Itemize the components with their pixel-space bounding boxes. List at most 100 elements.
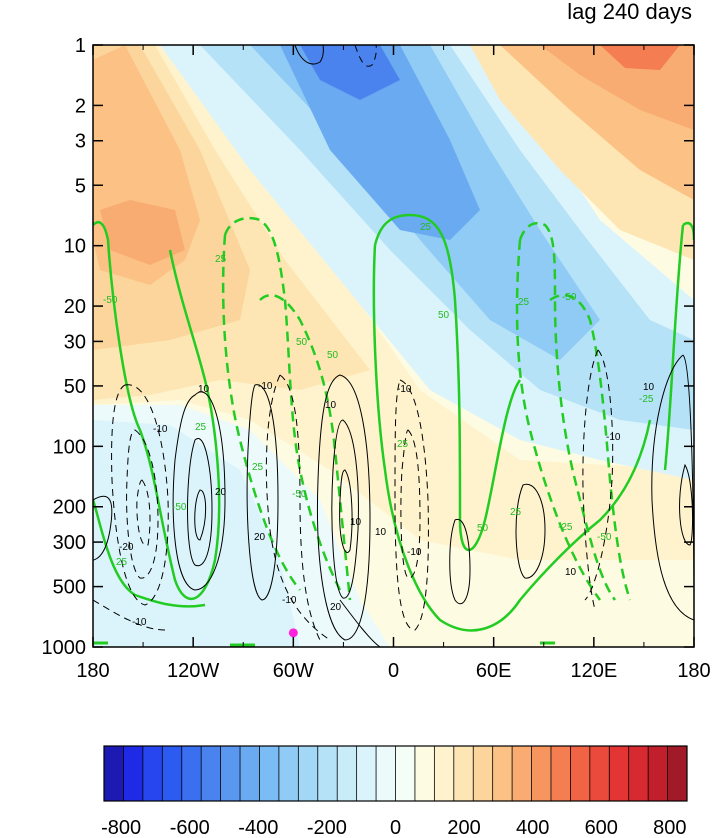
colorbar-swatch [123,746,144,801]
x-tick-label: 60W [273,660,314,682]
colorbar-labels: -800 -600 -400 -200 0 200 400 600 800 [101,817,686,838]
cool-band-4 [280,45,480,240]
contour-label: -10 [282,595,297,606]
black-solid-top-contour [294,45,324,65]
colorbar-swatch [395,746,416,801]
contour-label: 10 [643,382,655,393]
contour-label: 25 [252,462,264,473]
contour-label: 25 [215,254,227,265]
reference-marker [288,628,298,638]
x-tick-label: 120E [570,660,617,682]
colorbar-swatch [667,746,688,801]
y-tick-label: 100 [53,436,86,458]
colorbar-swatch [473,746,493,801]
colorbar-label: -200 [307,817,347,838]
y-tick-label: 200 [53,497,86,519]
colorbar-swatch [609,746,629,801]
contour-label: 25 [510,507,522,518]
contour-label: -10 [407,547,422,558]
y-tick-label: 3 [75,131,86,153]
colorbar-swatch [201,746,221,801]
colorbar-label: -600 [170,817,210,838]
contour-label: 20 [254,532,266,543]
contour-label: 50 [438,310,450,321]
warm-region-upper-left [93,45,694,560]
colorbar-swatch [570,746,591,801]
x-axis: 180 120W 60W 0 60E 120E 180 [76,45,711,682]
colorbar-swatch [162,746,183,801]
y-tick-label: 20 [64,296,86,318]
green-solid-contours [93,213,694,632]
colorbar-label: -800 [101,817,141,838]
colorbar-label: 0 [390,817,401,838]
x-tick-label: 120W [167,660,219,682]
contour-label: 20 [215,487,227,498]
contour-label: 25 [518,297,530,308]
y-axis: 1 2 3 5 10 20 30 50 100 200 300 500 1000 [42,35,694,659]
colorbar-swatch [142,746,163,801]
black-dashed-contours [93,45,614,641]
contour-label: -10 [258,381,273,392]
x-tick-label: 60E [476,660,512,682]
warm-region-upper-right-4 [600,45,680,70]
colorbar-swatch [220,746,241,801]
colorbar-swatch [337,746,357,801]
contour-label: 10 [350,517,362,528]
colorbar-label: 800 [653,817,686,838]
colorbar-swatch [589,746,610,801]
colorbar-swatch [414,746,435,801]
colorbar-swatch [531,746,552,801]
colorbar-swatch [181,746,202,801]
contour-label: -10 [397,384,412,395]
colorbar-swatch [434,746,455,801]
contour-label: 25 [397,439,409,450]
contour-label: -20 [119,542,134,553]
contour-labels: -50 25 50 50 25 50 -50 25 -25 25 25 -50 … [103,222,655,628]
contour-label: -50 [103,295,118,306]
contour-label: 10 [198,384,210,395]
colorbar-label: 200 [447,817,480,838]
colorbar-label: 600 [585,817,618,838]
colorbar-swatch [104,746,124,801]
contour-label: -50 [597,532,612,543]
colorbar-swatch [259,746,280,801]
colorbar-swatch [317,746,338,801]
warm-region-upper-left-5 [100,200,185,265]
chart-title: lag 240 days [567,0,692,24]
contour-label: 50 [477,523,489,534]
black-solid-contours [93,354,694,647]
colorbar-frame [103,745,688,802]
y-tick-label: 1 [75,35,86,57]
contour-label: -10 [132,617,147,628]
colorbar-swatch [648,746,668,801]
x-tick-label: 0 [388,660,399,682]
y-tick-label: 30 [64,331,86,353]
contour-label: 10 [375,527,387,538]
contour-label: -50 [292,489,307,500]
x-tick-label: 180 [677,660,710,682]
contour-label: -10 [153,424,168,435]
y-tick-label: 300 [53,532,86,554]
filled-contour-field [93,45,694,647]
x-tick-label: 180 [76,660,109,682]
colorbar-swatch [376,746,396,801]
contour-label: -50 [562,292,577,303]
green-surface-segments [93,641,555,647]
colorbar-swatch [298,746,319,801]
contour-label: 25 [195,422,207,433]
y-tick-label: 2 [75,95,86,117]
y-tick-label: 10 [64,236,86,258]
contour-label: 20 [330,602,342,613]
contour-label: -50 [172,502,187,513]
contour-label: 10 [325,400,337,411]
colorbar-swatch [278,746,299,801]
colorbar-label: 400 [516,817,549,838]
colorbar-swatch [550,746,571,801]
y-tick-label: 1000 [42,637,87,659]
contour-label: -10 [606,432,621,443]
y-tick-label: 50 [64,376,86,398]
colorbar-swatch [453,746,474,801]
y-tick-label: 5 [75,175,86,197]
colorbar [103,745,688,802]
